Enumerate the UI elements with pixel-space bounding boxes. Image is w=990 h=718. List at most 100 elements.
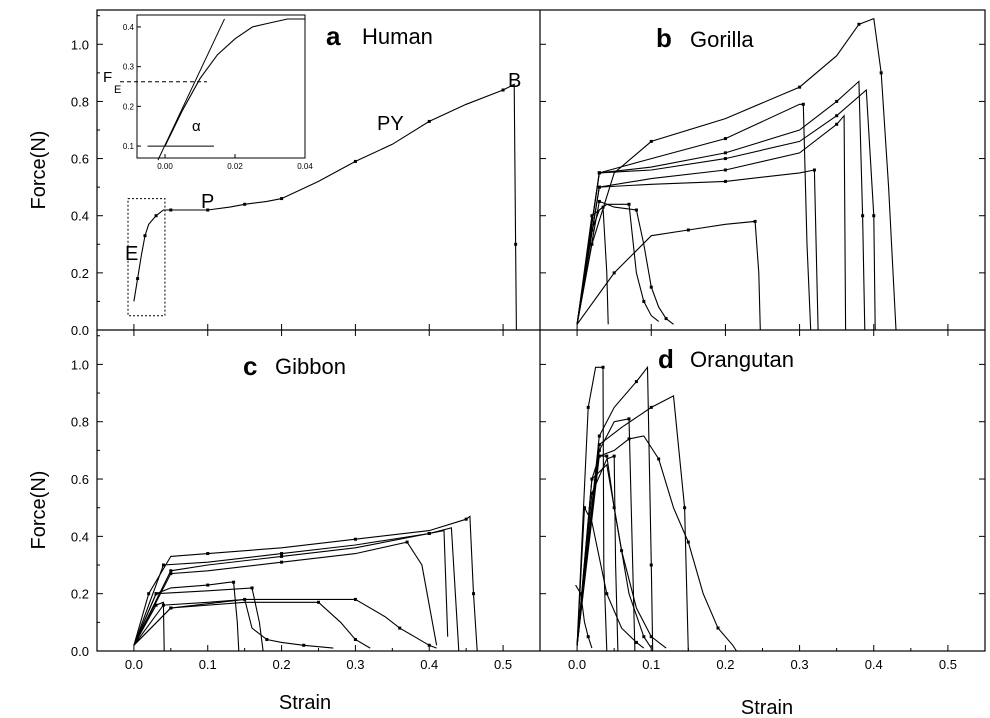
panel-d-title: Orangutan [690,347,794,372]
x-tick-label: 0.4 [420,657,438,672]
data-point [154,603,158,607]
data-point [612,506,616,510]
data-point [634,208,638,212]
data-point [586,635,590,639]
series-line-c-7 [133,598,334,649]
data-point [250,586,254,590]
data-point [798,85,802,89]
data-point [280,197,284,201]
data-point [612,454,616,458]
series-line-d-4 [576,418,636,652]
x-tick-label: 0.3 [791,657,809,672]
x-tick-label: 0.2 [273,657,291,672]
data-point [353,159,357,163]
data-point [634,640,638,644]
series-line-c-4 [133,541,438,646]
y-axis-label-bottom: Force(N) [28,471,50,550]
inset-x-tick-label: 0.00 [157,162,173,171]
y-tick-label: 0.4 [71,529,89,544]
data-point [353,597,357,601]
data-point [723,151,727,155]
data-point [723,179,727,183]
data-point [590,228,594,232]
series-line-b-4 [576,88,876,331]
data-point [857,22,861,26]
data-point [169,208,173,212]
data-point [723,157,727,161]
data-point [206,208,210,212]
data-point [812,168,816,172]
inset-label-E-subscript: E [114,84,121,96]
panel-frames: 0.0 0.1 0.2 0.3 0.4 0.5 0.0 0.1 0.2 0.3 0.4 0.50.00… [71,9,986,672]
data-point [317,600,320,604]
series-line-d-10 [575,584,593,649]
panel-a-letter: a [326,21,341,51]
series-line-d-5 [576,435,737,652]
data-point [605,592,609,596]
data-point [642,299,646,303]
series-line-c-5 [133,581,240,652]
x-tick-label: 0.1 [199,657,217,672]
inset-x-tick-label: 0.04 [297,162,313,171]
y-axis-label-top: Force(N) [28,131,50,210]
inset-curve [164,18,305,147]
x-tick-label: 0.4 [865,657,883,672]
data-point [861,214,865,218]
chart-marks: 0.00 0.02 0.04 0.1 0.2 0.3 0.4 [120,14,897,652]
series-line-d-7 [576,455,619,652]
series-line-b-9 [576,206,609,325]
data-point [605,454,609,458]
data-point [879,71,883,75]
data-point [649,285,653,289]
y-tick-label: 0.6 [71,152,89,167]
series-line-b-7 [576,200,674,325]
annotation-E: E [125,243,138,265]
series-line-d-3 [576,395,689,652]
y-tick-label: 0.8 [71,415,89,430]
data-point [353,638,357,642]
series-line-b-10 [576,220,761,331]
data-point [597,448,601,452]
data-point [634,380,638,384]
data-point [612,271,616,275]
data-point [835,122,839,126]
x-tick-label: 0.2 [716,657,734,672]
x-tick-label: 0.0 [125,657,143,672]
data-point [627,437,631,441]
x-tick-label: 0.5 [494,657,512,672]
data-point [243,202,247,206]
inset-tangent-line [157,18,225,161]
data-point [590,477,594,481]
data-point [649,139,653,143]
data-point [686,228,690,232]
data-point [206,552,210,556]
panel-c-title: Gibbon [275,354,346,379]
series-line-c-6 [133,587,264,652]
inset-y-tick-label: 0.3 [123,63,135,72]
data-point [169,572,173,576]
y-tick-label: 0.6 [71,472,89,487]
data-point [801,102,805,106]
data-point [472,592,476,596]
data-point [169,569,173,573]
data-point [597,199,601,203]
series-line-b-6 [576,169,819,331]
panel-d-letter: d [658,344,674,374]
annotation-B: B [508,70,521,92]
inset-y-tick-label: 0.4 [123,23,135,32]
data-point [590,491,594,495]
series-line-b-1 [576,17,897,331]
data-point [597,185,601,189]
data-point [280,554,284,558]
data-point [280,560,284,564]
data-point [601,365,605,369]
data-point [353,537,357,541]
data-point [427,643,431,647]
data-point [232,580,236,584]
data-point [686,540,690,544]
inset-label-alpha: α [192,118,201,135]
series-line-b-8 [576,203,660,325]
y-tick-label: 0.0 [71,644,89,659]
data-point [597,434,601,438]
inset-y-tick-label: 0.2 [123,102,135,111]
